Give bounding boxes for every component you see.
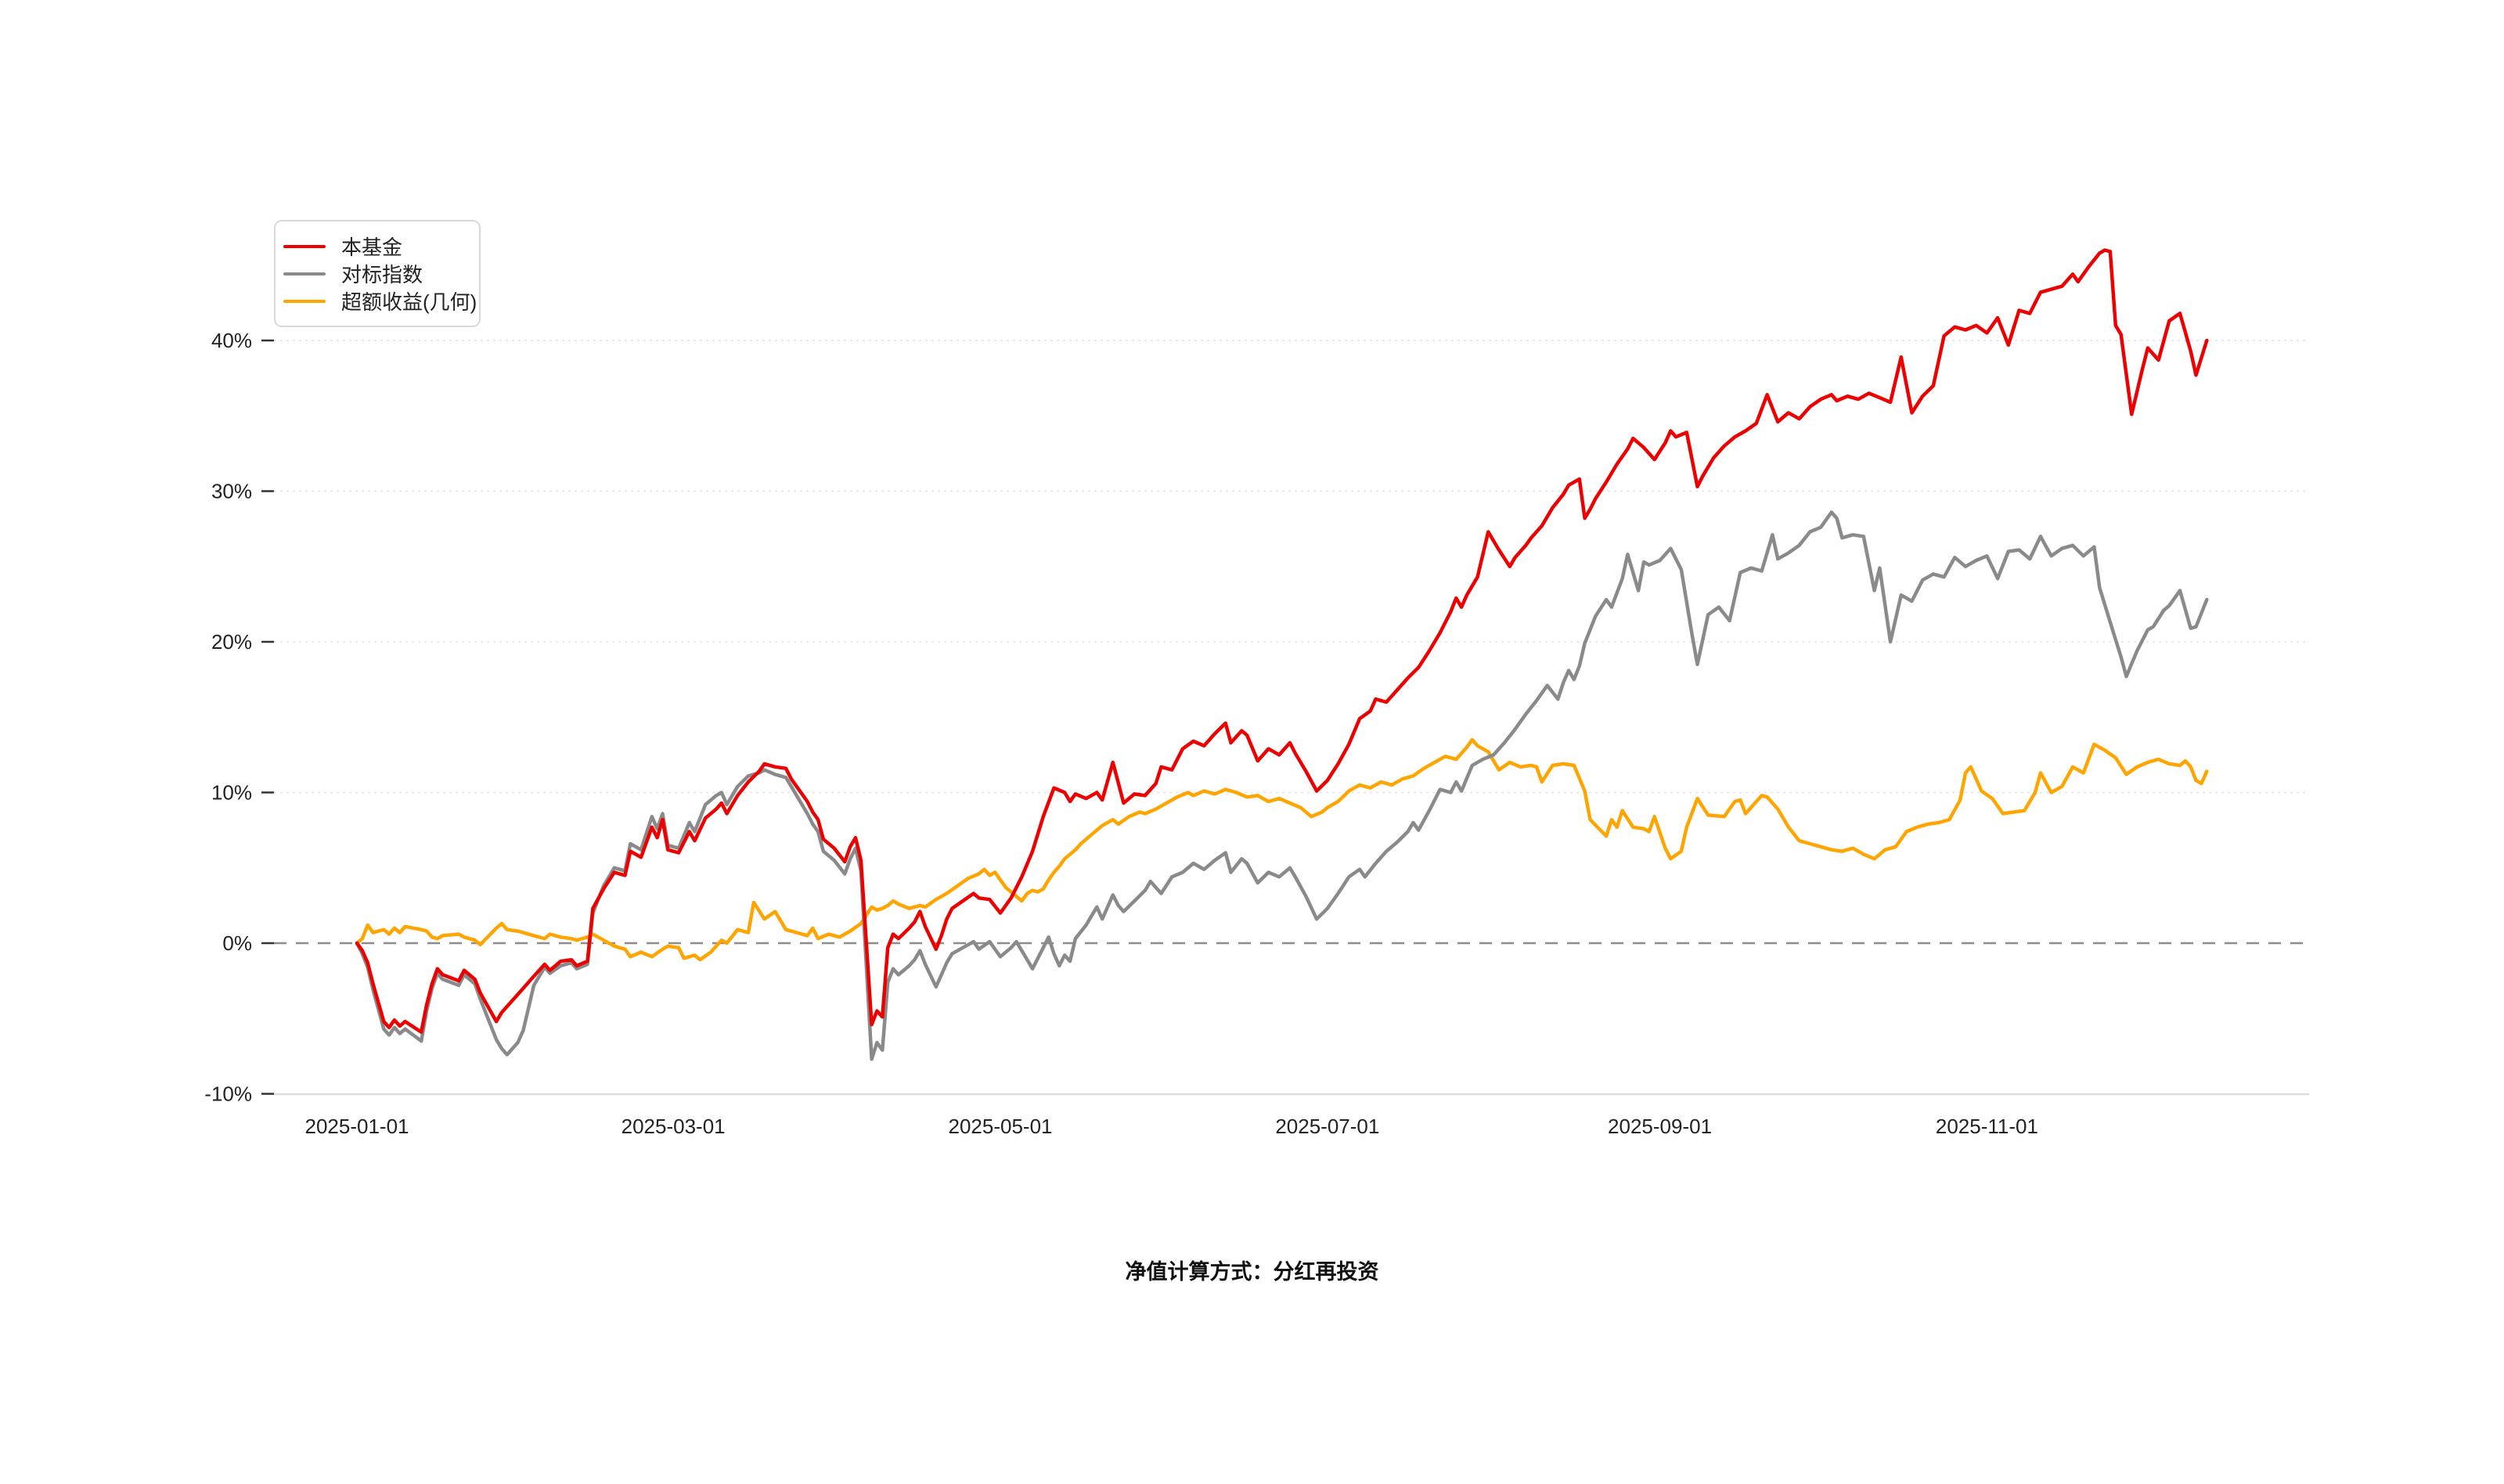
legend-label-benchmark: 对标指数 [341, 263, 423, 286]
legend: 本基金对标指数超额收益(几何) [274, 220, 481, 327]
nav-calculation-footnote: 净值计算方式：分红再投资 [1125, 1260, 1379, 1284]
y-axis-label: -10% [204, 1082, 252, 1106]
benchmark-line[interactable] [355, 510, 2209, 1061]
legend-item-benchmark[interactable]: 对标指数 [283, 260, 465, 287]
benchmark-swatch-icon [283, 272, 326, 276]
x-axis-label: 2025-01-01 [305, 1115, 409, 1138]
y-axis-label: 10% [211, 781, 252, 805]
fund-swatch-icon [283, 244, 326, 248]
x-axis-label: 2025-03-01 [621, 1115, 726, 1138]
legend-item-excess[interactable]: 超额收益(几何) [283, 287, 477, 315]
axes: 40% 30% 20% 10% 0% -10% 2025-01-01 2025-03-01 20… [204, 329, 2309, 1138]
series-lines [355, 248, 2209, 1061]
legend-item-fund[interactable]: 本基金 [283, 232, 465, 260]
x-axis-label: 2025-09-01 [1608, 1115, 1712, 1138]
legend-label-excess: 超额收益(几何) [341, 290, 477, 314]
excess-swatch-icon [283, 299, 326, 303]
fund-line[interactable] [355, 248, 2209, 1034]
x-axis-label: 2025-05-01 [949, 1115, 1053, 1138]
x-axis-label: 2025-11-01 [1936, 1115, 2038, 1138]
y-axis-label: 0% [222, 931, 252, 955]
y-axis-label: 20% [211, 630, 252, 654]
excess-line[interactable] [355, 737, 2209, 962]
y-axis-label: 40% [211, 329, 252, 352]
y-axis-label: 30% [211, 480, 252, 503]
x-axis-label: 2025-07-01 [1275, 1115, 1379, 1138]
gridlines [274, 340, 2309, 1095]
legend-label-fund: 本基金 [341, 236, 403, 259]
